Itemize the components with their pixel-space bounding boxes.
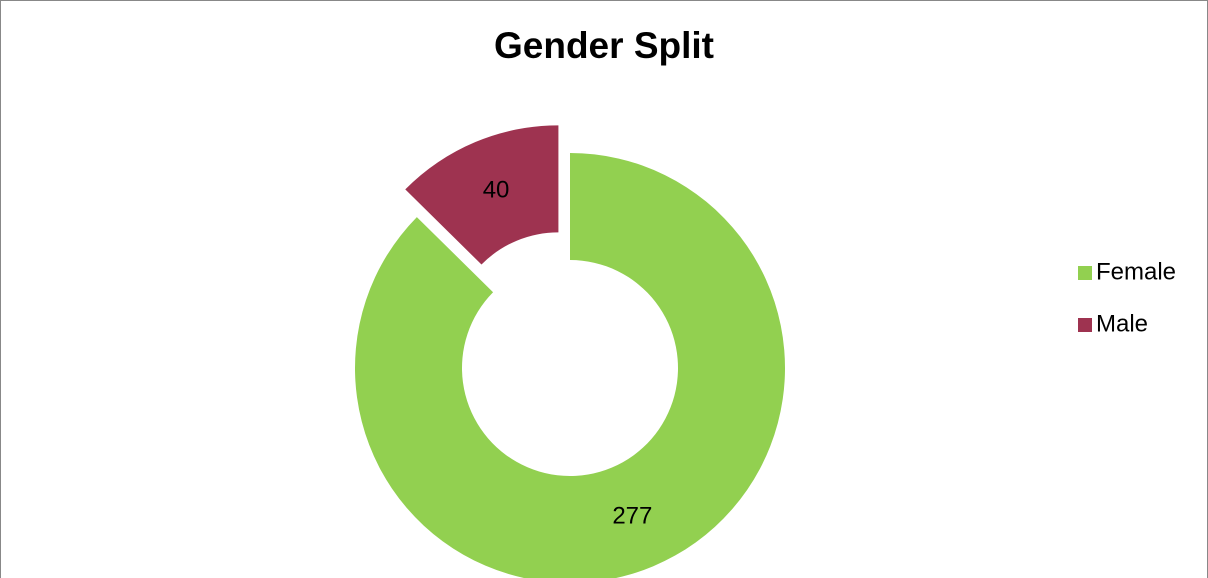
doughnut-slice — [405, 125, 559, 265]
legend-label: Female — [1096, 258, 1176, 285]
chart-title: Gender Split — [494, 25, 714, 66]
legend-swatch — [1078, 266, 1092, 280]
legend-swatch — [1078, 318, 1092, 332]
legend-label: Male — [1096, 310, 1148, 337]
data-label: 40 — [483, 177, 510, 204]
data-label: 277 — [612, 502, 652, 529]
doughnut-slice — [355, 153, 785, 578]
